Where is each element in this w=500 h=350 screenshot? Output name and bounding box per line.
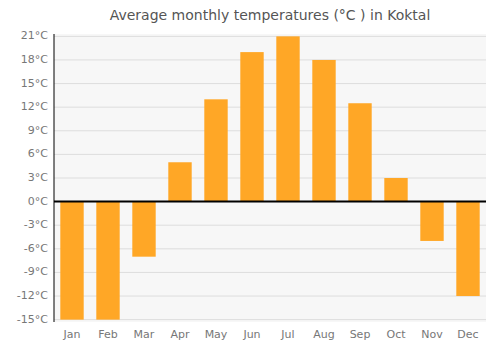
y-tick-label: -12°C — [17, 289, 48, 302]
bar — [456, 202, 479, 296]
bar — [312, 60, 335, 202]
y-tick-label: -15°C — [17, 313, 48, 326]
x-tick-label: Aug — [313, 328, 334, 341]
y-tick-label: -6°C — [24, 242, 48, 255]
grid-line — [54, 201, 486, 202]
y-tick-label: -3°C — [24, 218, 48, 231]
chart-svg: -15°C -12°C -9°C -6°C -3°C 0°C 3°C 6°C 9°C 12°C 15… — [0, 0, 500, 350]
bar — [60, 202, 83, 320]
grid-line — [54, 154, 486, 155]
x-tick-label: Jan — [63, 328, 81, 341]
grid-line — [54, 59, 486, 60]
y-tick-label: 0°C — [28, 195, 48, 208]
x-tick-label: Dec — [457, 328, 478, 341]
y-tick-label: 3°C — [28, 171, 48, 184]
grid — [54, 36, 486, 319]
chart-container: -15°C -12°C -9°C -6°C -3°C 0°C 3°C 6°C 9°C 12°C 15… — [0, 0, 500, 350]
x-tick-label: May — [205, 328, 228, 341]
bar — [384, 178, 407, 202]
y-ticks: -15°C -12°C -9°C -6°C -3°C 0°C 3°C 6°C 9°C 12°C 15… — [17, 29, 48, 325]
y-tick-label: 18°C — [21, 53, 48, 66]
grid-line — [54, 83, 486, 84]
x-tick-label: Jul — [280, 328, 294, 341]
grid-line — [54, 178, 486, 179]
grid-line — [54, 130, 486, 131]
plot-background — [54, 34, 486, 322]
bar — [132, 202, 155, 257]
page: {"chart_data": {"type": "bar", "title": … — [0, 0, 500, 350]
grid-line — [54, 107, 486, 108]
bar — [96, 202, 119, 320]
x-tick-label: Oct — [386, 328, 406, 341]
y-tick-label: -9°C — [24, 265, 48, 278]
y-tick-label: 6°C — [28, 147, 48, 160]
x-tick-label: Apr — [170, 328, 190, 341]
title: Average monthly temperatures (°C ) in Ko… — [110, 7, 431, 23]
y-tick-label: 12°C — [21, 100, 48, 113]
zero-line — [54, 201, 486, 203]
y-tick-label: 21°C — [21, 29, 48, 42]
x-tick-label: Nov — [421, 328, 443, 341]
y-tick-label: 9°C — [28, 124, 48, 137]
y-tick-label: 15°C — [21, 77, 48, 90]
bar — [276, 36, 299, 201]
x-tick-label: Sep — [350, 328, 371, 341]
x-ticks: Jan Feb Mar Apr May Jun Jul Aug Sep Oct Nov Dec — [63, 328, 479, 341]
bar — [348, 103, 371, 201]
x-tick-label: Feb — [98, 328, 117, 341]
y-axis-line — [54, 34, 55, 322]
bar — [420, 202, 443, 241]
bars — [60, 36, 479, 319]
bar — [168, 162, 191, 201]
x-tick-label: Jun — [242, 328, 260, 341]
bar — [240, 52, 263, 202]
x-tick-label: Mar — [134, 328, 155, 341]
grid-line — [54, 36, 486, 37]
bar — [204, 99, 227, 201]
